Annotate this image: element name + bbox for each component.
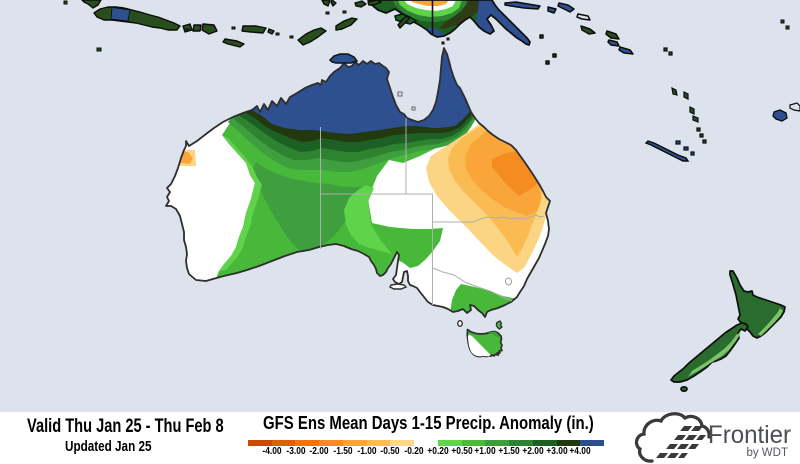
svg-text:by WDT: by WDT	[746, 447, 788, 459]
svg-text:Frontier: Frontier	[708, 421, 791, 449]
